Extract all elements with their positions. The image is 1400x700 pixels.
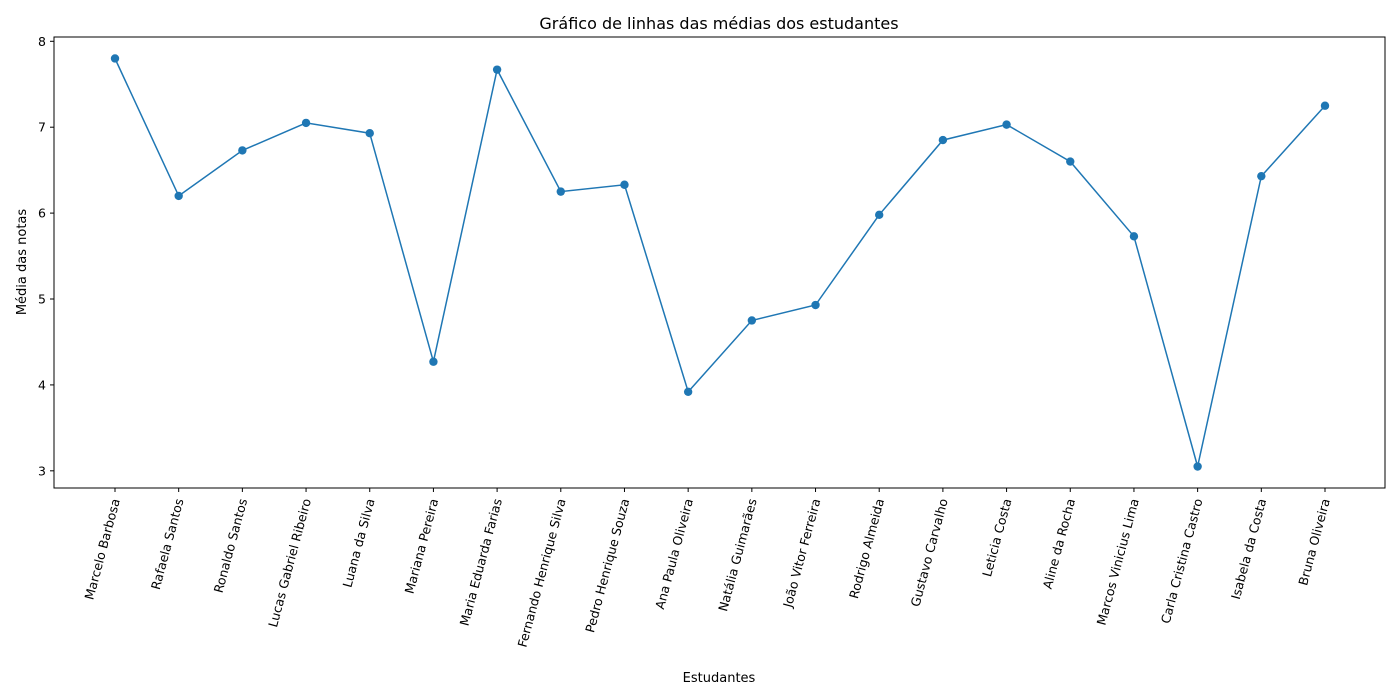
series-line bbox=[114, 58, 1326, 467]
x-tick-label: Marcelo Barbosa bbox=[81, 497, 122, 601]
x-tick-label: Aline da Rocha bbox=[1040, 497, 1079, 591]
x-axis-label: Estudantes bbox=[683, 671, 756, 686]
data-point bbox=[301, 118, 311, 128]
x-tick-label: Carla Cristina Castro bbox=[1158, 497, 1206, 625]
x-tick-label: Gustavo Carvalho bbox=[907, 497, 950, 608]
data-point bbox=[365, 129, 374, 138]
x-tick-label: Natália Guimarães bbox=[715, 497, 760, 613]
y-tick-label: 7 bbox=[38, 120, 46, 135]
data-point bbox=[238, 146, 247, 155]
x-axis-ticks: Marcelo Barbosa Rafaela Santos Ronaldo San… bbox=[81, 488, 1333, 649]
data-point bbox=[1257, 171, 1266, 181]
y-tick-label: 6 bbox=[38, 206, 46, 221]
data-point bbox=[1002, 120, 1011, 129]
plot-area-frame bbox=[53, 36, 1386, 489]
data-point bbox=[620, 180, 629, 189]
x-tick-label: Lucas Gabriel Ribeiro bbox=[265, 497, 314, 629]
x-tick-label: Maria Eduarda Farias bbox=[457, 497, 505, 628]
y-tick-label: 3 bbox=[38, 463, 46, 478]
x-tick-label: Ana Paula Oliveira bbox=[652, 497, 696, 611]
x-tick-label: Bruna Oliveira bbox=[1295, 497, 1333, 587]
data-point bbox=[683, 387, 693, 396]
y-axis-label: Média das notas bbox=[15, 209, 30, 316]
data-point bbox=[811, 300, 820, 310]
y-tick-label: 8 bbox=[38, 34, 46, 49]
data-point bbox=[1129, 232, 1139, 241]
x-tick-label: João Vitor Ferreira bbox=[780, 497, 824, 610]
data-point bbox=[556, 187, 565, 196]
series-layer bbox=[110, 54, 1330, 471]
data-point bbox=[875, 210, 884, 220]
y-tick-label: 5 bbox=[38, 292, 46, 307]
data-point bbox=[938, 135, 948, 145]
x-tick-label: Ronaldo Santos bbox=[211, 497, 251, 595]
y-axis-ticks: 3 4 5 6 7 8 bbox=[38, 34, 54, 478]
data-point bbox=[174, 191, 183, 201]
data-point bbox=[1066, 157, 1075, 166]
data-point bbox=[492, 65, 502, 74]
x-tick-label: Leticia Costa bbox=[979, 497, 1014, 578]
x-tick-label: Fernando Henrique Silva bbox=[515, 497, 569, 649]
x-tick-label: Rodrigo Almeida bbox=[846, 497, 887, 600]
data-point bbox=[747, 316, 757, 325]
x-tick-label: Isabela da Costa bbox=[1228, 497, 1269, 601]
data-point bbox=[110, 54, 120, 63]
y-tick-label: 4 bbox=[38, 377, 46, 392]
data-point bbox=[1193, 462, 1202, 471]
x-tick-label: Mariana Pereira bbox=[401, 497, 441, 595]
x-tick-label: Pedro Henrique Souza bbox=[582, 497, 632, 634]
data-point bbox=[1320, 101, 1330, 110]
x-tick-label: Rafaela Santos bbox=[148, 497, 187, 591]
x-tick-label: Marcos Vinicius Lima bbox=[1094, 497, 1142, 627]
x-tick-label: Luana da Silva bbox=[339, 497, 377, 589]
chart-title: Gráfico de linhas das médias dos estudan… bbox=[539, 14, 898, 33]
data-point bbox=[429, 357, 438, 366]
